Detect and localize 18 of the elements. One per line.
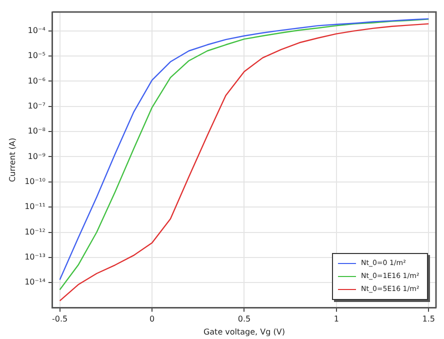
y-tick-label: 10⁻⁵ — [28, 51, 46, 60]
x-tick-label: 1.5 — [422, 314, 435, 324]
y-tick-label: 10⁻¹¹ — [24, 202, 46, 212]
y-tick-label: 10⁻⁸ — [28, 126, 46, 136]
y-tick-label: 10⁻¹⁴ — [24, 278, 46, 287]
x-tick-label: 0 — [149, 314, 155, 324]
x-tick-label: 0.5 — [238, 314, 251, 324]
y-tick-label: 10⁻¹⁰ — [24, 176, 46, 186]
x-tick-label: 1 — [334, 314, 339, 324]
y-tick-label: 10⁻¹³ — [24, 252, 46, 262]
x-axis-title: Gate voltage, Vg (V) — [203, 327, 285, 336]
y-tick-label: 10⁻⁶ — [28, 76, 46, 86]
y-tick-label: 10⁻¹² — [24, 227, 46, 236]
y-tick-label: 10⁻⁷ — [28, 101, 46, 110]
y-tick-label: 10⁻⁹ — [28, 152, 46, 161]
y-axis-title: Current (A) — [8, 138, 17, 182]
y-tick-label: 10⁻⁴ — [28, 26, 46, 35]
x-tick-label: -0.5 — [52, 314, 68, 324]
